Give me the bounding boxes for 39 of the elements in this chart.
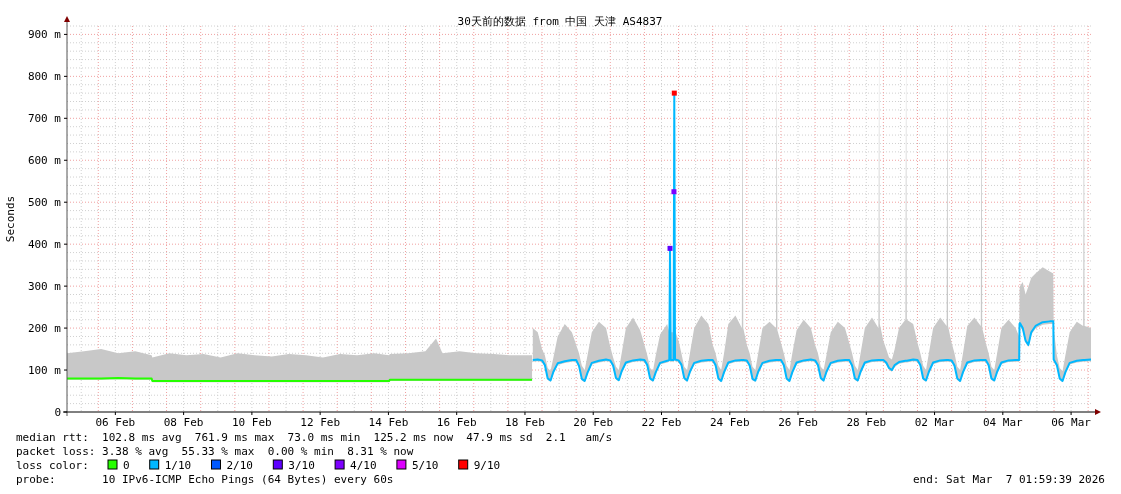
text: packet loss: 3.38 % avg 55.33 % max 0.00 % min 8.31 % now [16, 445, 414, 458]
text: median rtt: 102.8 ms avg 761.9 ms max 73.0 ms min 125.2 ms now 47.9 ms sd 2.1 am/s [16, 431, 613, 444]
y-tick-label: 200 m [27, 322, 62, 336]
legend-label: 2/10 [226, 459, 253, 472]
x-tick-label: 02 Mar [914, 416, 955, 429]
legend-label: 5/10 [411, 459, 439, 472]
y-tick-label: 0 [54, 406, 61, 419]
y-tick-label: 600 m [27, 154, 62, 168]
y-tick-label: 100 m [27, 364, 62, 378]
x-tick-label: 06 Mar [1051, 416, 1092, 429]
legend-label: 3/10 [288, 459, 315, 472]
x-tick-label: 20 Feb [573, 416, 614, 429]
x-tick-label: 10 Feb [232, 416, 272, 429]
y-tick-label: 800 m [27, 70, 62, 84]
x-tick-label: 28 Feb [846, 416, 887, 429]
y-tick-label: 900 m [27, 28, 62, 42]
y-axis-title: Seconds [4, 195, 17, 243]
y-tick-label: 400 m [27, 238, 62, 252]
y-tick-label: 700 m [27, 112, 62, 126]
legend-label: 4/10 [350, 459, 377, 472]
x-tick-label: 18 Feb [505, 416, 545, 429]
x-tick-label: 14 Feb [368, 416, 409, 429]
x-tick-label: 06 Feb [95, 416, 136, 429]
x-tick-label: 16 Feb [436, 416, 477, 429]
x-tick-label: 24 Feb [709, 416, 750, 429]
legend-label: 9/10 [473, 459, 501, 472]
x-tick-label: 04 Mar [982, 416, 1024, 429]
x-tick-label: 08 Feb [163, 416, 204, 429]
y-tick-label: 500 m [27, 196, 62, 210]
y-tick-label: 300 m [27, 280, 62, 294]
x-tick-label: 22 Feb [641, 416, 682, 429]
text: end: Sat Mar 7 01:59:39 2026 [912, 473, 1105, 486]
legend-title: loss color: [16, 459, 89, 472]
text: probe: 10 IPv6-ICMP Echo Pings (64 Bytes) every 60s [16, 473, 394, 486]
legend-label: 0 [123, 459, 130, 472]
x-tick-label: 12 Feb [300, 416, 341, 429]
x-tick-label: 26 Feb [778, 416, 818, 429]
chart-title: 30天前的数据 from 中国 天津 AS4837 [457, 15, 663, 28]
legend-label: 1/10 [164, 459, 192, 472]
